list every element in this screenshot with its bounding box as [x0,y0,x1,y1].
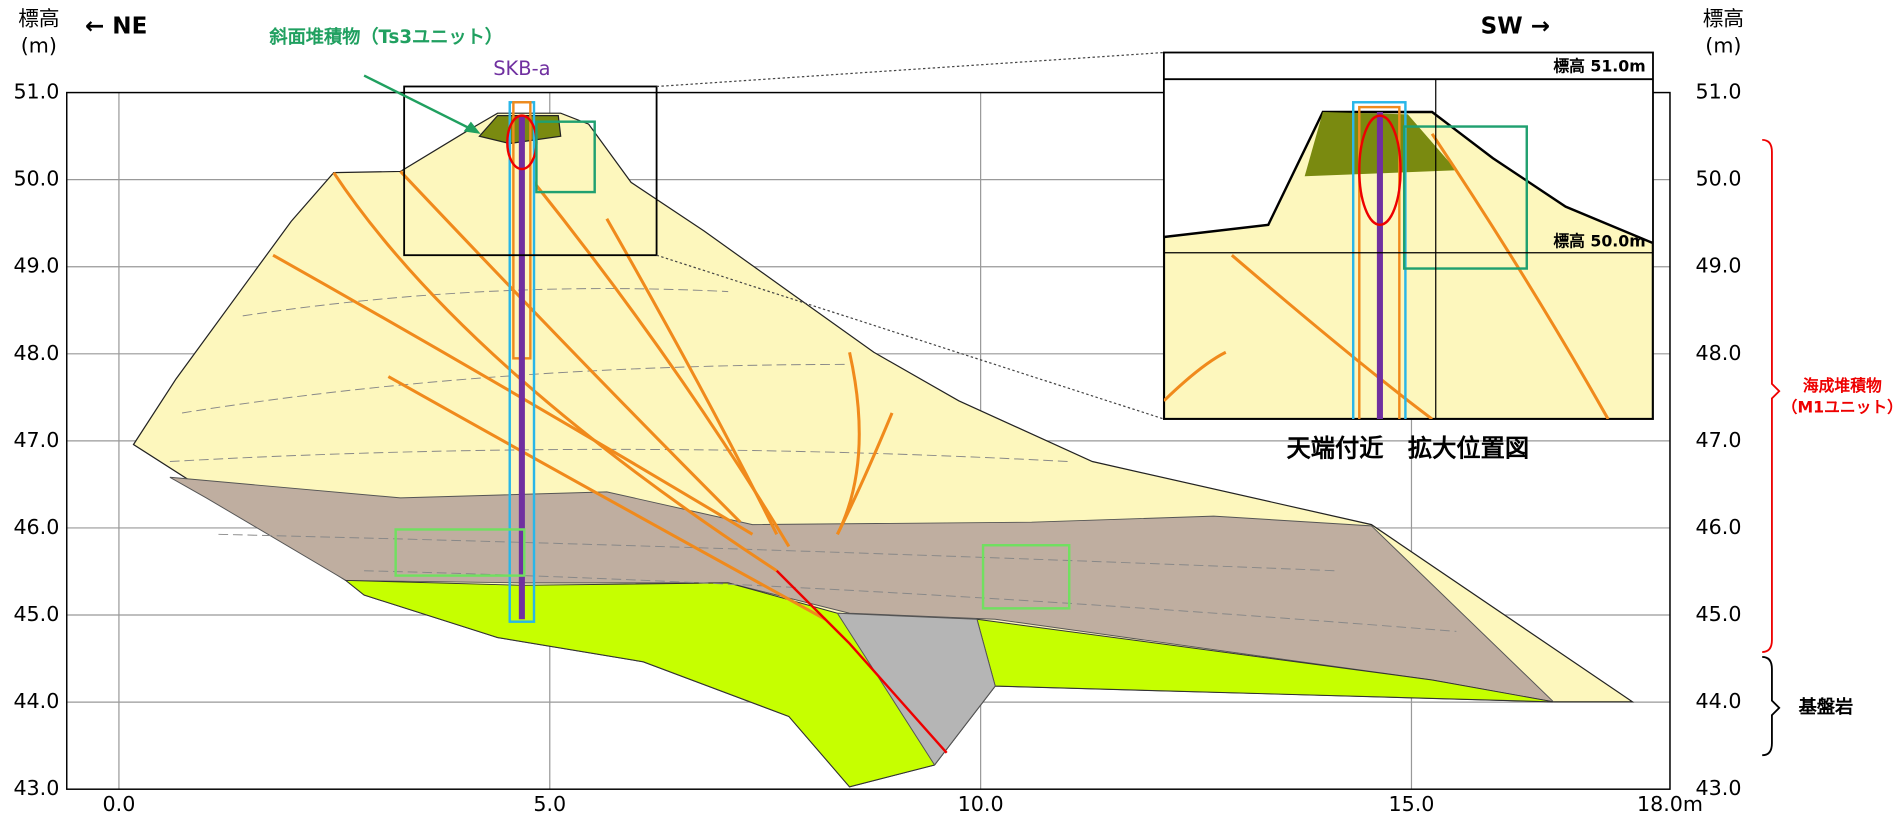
fault-zone [836,612,996,766]
y-tick-label: 43.0 [13,776,59,800]
marine-label: 海成堆積物 [1803,376,1882,395]
y-tick-label: 47.0 [13,428,59,452]
y-tick-label: 50.0 [13,167,59,191]
plot-frame [66,91,1671,790]
y-tick-label: 48.0 [1696,341,1742,365]
y-tick-label: 46.0 [13,515,59,539]
zoom-line [656,254,1165,420]
inset-top-label: 標高 51.0m [1553,57,1645,76]
y-tick-label: 48.0 [13,341,59,365]
bedrock-bracket [1762,655,1781,757]
y-tick-label: 51.0 [1696,80,1742,104]
inset-bottom-label: 標高 50.0m [1553,231,1645,250]
x-tick-label: 10.0 [958,792,1004,815]
y-tick-label: 44.0 [13,689,59,713]
sample-box [981,544,1071,610]
y-tick-label: 49.0 [1696,254,1742,278]
y-tick-label: 46.0 [1696,515,1742,539]
marine-bracket [1762,138,1781,653]
marine-label: （M1ユニット） [1782,398,1903,417]
sample-box [394,528,526,577]
x-tick-label: 18.0m [1637,792,1703,815]
direction-label: SW → [1481,14,1550,40]
inset-caption: 天端付近 拡大位置図 [1287,433,1530,462]
bedrock-label: 基盤岩 [1798,696,1854,718]
pointer-arrow [363,74,477,133]
zoom-line [656,51,1164,88]
inset: 標高 51.0m 標高 50.0m [1162,51,1654,420]
y-tick-label: 50.0 [1696,167,1742,191]
direction-label: ← NE [85,14,147,40]
axis-title: 標高 [1703,7,1744,31]
y-tick-label: 45.0 [13,602,59,626]
sample-box [535,120,596,194]
borehole-label: SKB-a [493,57,550,80]
x-tick-label: 0.0 [103,792,136,815]
arrow-head [463,121,481,134]
axis-title: 標高 [18,7,59,31]
y-tick-label: 44.0 [1696,689,1742,713]
axis-title: (m) [1705,33,1741,57]
axis-title: (m) [21,33,57,57]
faults [272,170,948,754]
y-tick-label: 49.0 [13,254,59,278]
y-tick-label: 51.0 [13,80,59,104]
slope-deposit-label: 斜面堆積物（Ts3ユニット） [268,26,503,48]
y-tick-label: 47.0 [1696,428,1742,452]
zoom-box [403,85,658,257]
y-tick-label: 43.0 [1696,776,1742,800]
x-tick-label: 5.0 [533,792,566,815]
y-tick-label: 45.0 [1696,602,1742,626]
x-tick-label: 15.0 [1389,792,1435,815]
